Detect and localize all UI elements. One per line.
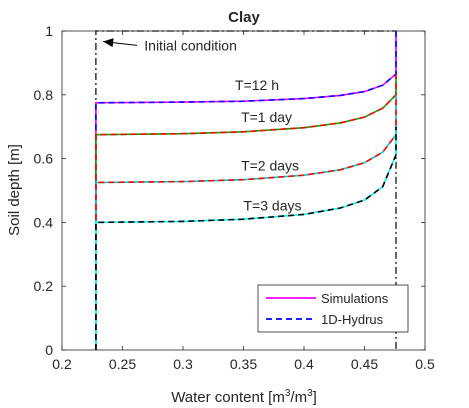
hydrus-line — [95, 74, 397, 350]
y-ticks: 0 0.2 0.4 0.6 0.8 1 — [34, 23, 425, 358]
plot-area: 0.2 0.25 0.3 0.35 0.4 0.45 0.5 00.20.40.60.81 … — [34, 23, 435, 372]
hydrus-line — [95, 126, 397, 350]
x-tick-label: 0.45 — [351, 356, 378, 372]
hydrus-line — [95, 31, 397, 350]
profile-labels: T=12 h T=1 day T=2 days T=3 days — [235, 77, 301, 214]
y-tick-label: 0.4 — [34, 214, 54, 230]
profiles-layer — [95, 31, 397, 350]
y-tick-label: 0.2 — [34, 278, 54, 294]
y-tick-label: 0.6 — [34, 151, 54, 167]
legend: Simulations 1D-Hydrus — [257, 284, 409, 333]
x-tick-label: 0.2 — [52, 356, 72, 372]
y-tick-label: 1 — [45, 23, 53, 39]
x-tick-label: 0.4 — [294, 356, 314, 372]
profile-label: T=2 days — [241, 157, 299, 173]
x-axis-label-text: Water content [m — [171, 389, 285, 406]
x-ticks: 0.2 0.25 0.3 0.35 0.4 0.45 0.5 — [52, 31, 435, 372]
x-tick-label: 0.5 — [415, 356, 435, 372]
x-axis-label-end: ] — [313, 389, 317, 406]
y-axis-label: Soil depth [m] — [6, 144, 23, 236]
profile-label: T=12 h — [235, 77, 279, 93]
x-axis-label-mid: /m — [290, 389, 307, 406]
legend-label: Simulations — [321, 291, 389, 306]
x-tick-label: 0.35 — [230, 356, 257, 372]
x-axis-label: Water content [m3/m3] — [171, 388, 317, 406]
x-tick-label: 0.3 — [173, 356, 193, 372]
y-tick-label: 0.8 — [34, 87, 54, 103]
legend-box — [257, 284, 409, 333]
chart-title: Clay — [228, 9, 260, 26]
x-axis-label-sup2: 3 — [307, 388, 313, 399]
x-tick-label: 0.25 — [109, 356, 136, 372]
profile-label: T=1 day — [241, 109, 292, 125]
initial-condition-annotation: Initial condition — [103, 37, 237, 53]
x-axis-label-sup1: 3 — [285, 388, 291, 399]
annotation-arrow-head — [103, 38, 114, 48]
y-tick-label: 0 — [45, 342, 53, 358]
annotation-text: Initial condition — [144, 37, 237, 53]
hydrus-line — [95, 94, 397, 350]
profile-label: T=3 days — [244, 198, 302, 214]
legend-label: 1D-Hydrus — [321, 312, 384, 327]
